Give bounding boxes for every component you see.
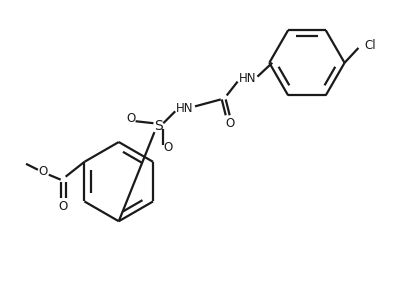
Text: O: O [164,142,173,154]
Text: HN: HN [177,102,194,115]
Text: HN: HN [239,72,256,85]
Text: O: O [126,112,135,125]
Text: O: O [58,200,67,213]
Text: Cl: Cl [364,40,376,53]
Text: S: S [154,119,163,133]
Text: O: O [225,117,234,130]
Text: O: O [38,165,48,178]
